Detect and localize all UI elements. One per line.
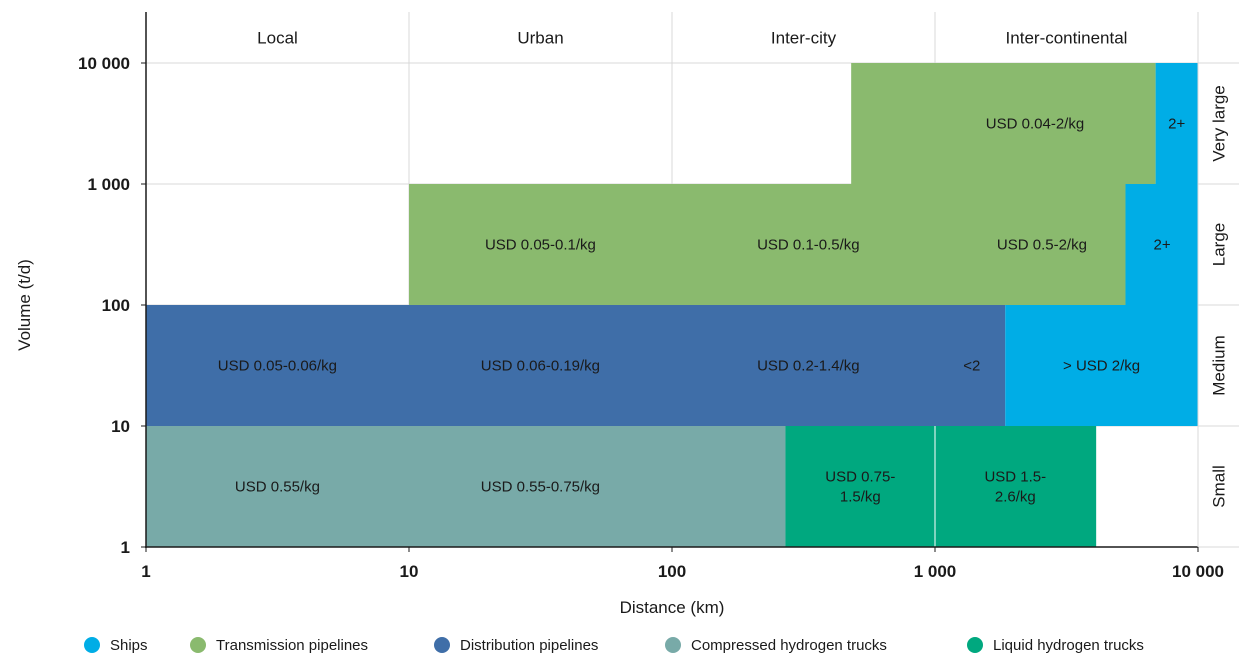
- cell-label: USD 0.55/kg: [235, 479, 320, 496]
- cell-label: > USD 2/kg: [1063, 358, 1140, 375]
- cell-ships: [1125, 184, 1198, 305]
- legend-label: Ships: [110, 637, 148, 653]
- cell-label: USD 0.05-0.1/kg: [485, 237, 596, 254]
- legend-item-compressed-hydrogen-trucks: Compressed hydrogen trucks: [665, 637, 887, 653]
- distance-category-urban: Urban: [517, 29, 563, 48]
- legend-item-ships: Ships: [84, 637, 148, 653]
- cell-label-line: USD 0.55/kg: [235, 479, 320, 496]
- cell-label: <2: [963, 358, 980, 375]
- legend: Ships Transmission pipelines Distribution …: [84, 637, 1144, 653]
- cell-liquid-hydrogen-trucks: [935, 426, 1097, 547]
- cell-label: USD 0.2-1.4/kg: [757, 358, 860, 375]
- cell-ships: [1005, 305, 1198, 426]
- cell-label: USD 0.75- 1.5/kg: [825, 469, 895, 506]
- cell-label-line: USD 0.1-0.5/kg: [757, 237, 860, 254]
- cost-cells: [146, 63, 1198, 547]
- distance-category-local: Local: [257, 29, 298, 48]
- cell-label: USD 0.05-0.06/kg: [218, 358, 337, 375]
- cell-label: 2+: [1153, 237, 1170, 254]
- cell-label-line: USD 0.2-1.4/kg: [757, 358, 860, 375]
- legend-label: Liquid hydrogen trucks: [993, 637, 1144, 653]
- cell-label-line: USD 0.75-: [825, 469, 895, 486]
- cell-label-line: USD 1.5-: [984, 469, 1046, 486]
- legend-item-transmission-pipelines: Transmission pipelines: [190, 637, 368, 653]
- legend-label: Compressed hydrogen trucks: [691, 637, 887, 653]
- legend-item-liquid-hydrogen-trucks: Liquid hydrogen trucks: [967, 637, 1144, 653]
- x-axis-ticks: 1 10 100 1 000 10 000: [141, 547, 1224, 581]
- cell-label: USD 0.06-0.19/kg: [481, 358, 600, 375]
- cell-label-line: USD 0.5-2/kg: [997, 237, 1087, 254]
- volume-category-column: Very large Large Medium Small: [1210, 85, 1229, 508]
- y-tick-label: 100: [102, 296, 130, 315]
- cell-ships: [1155, 63, 1198, 184]
- volume-category-large: Large: [1210, 223, 1229, 266]
- volume-category-small: Small: [1210, 465, 1229, 508]
- distance-category-inter-city: Inter-city: [771, 29, 837, 48]
- cell-label-line: 1.5/kg: [840, 489, 881, 506]
- legend-swatch: [967, 637, 983, 653]
- y-axis-label: Volume (t/d): [15, 259, 34, 351]
- volume-category-very-large: Very large: [1210, 85, 1229, 162]
- legend-item-distribution-pipelines: Distribution pipelines: [434, 637, 598, 653]
- cell-label-line: <2: [963, 358, 980, 375]
- y-tick-label: 1 000: [87, 175, 130, 194]
- cell-label-line: 2.6/kg: [995, 489, 1036, 506]
- x-tick-label: 10: [400, 562, 419, 581]
- cell-label-line: 2+: [1168, 116, 1185, 133]
- cell-labels: USD 0.04-2/kg 2+ USD 0.05-0.1/kg USD 0.1-0.…: [218, 116, 1186, 506]
- y-tick-label: 1: [121, 538, 130, 557]
- cell-label-line: > USD 2/kg: [1063, 358, 1140, 375]
- cell-label-line: USD 0.06-0.19/kg: [481, 358, 600, 375]
- cell-label-line: USD 0.05-0.1/kg: [485, 237, 596, 254]
- volume-category-medium: Medium: [1210, 335, 1229, 395]
- y-tick-label: 10 000: [78, 54, 130, 73]
- x-axis-label: Distance (km): [620, 598, 725, 617]
- cell-liquid-hydrogen-trucks: [785, 426, 935, 547]
- cell-label: 2+: [1168, 116, 1185, 133]
- cell-label: USD 0.04-2/kg: [986, 116, 1084, 133]
- legend-swatch: [190, 637, 206, 653]
- cell-label: USD 1.5- 2.6/kg: [984, 469, 1046, 506]
- cell-label-line: USD 0.05-0.06/kg: [218, 358, 337, 375]
- cell-compressed-hydrogen-trucks: [146, 426, 786, 547]
- cell-label: USD 0.1-0.5/kg: [757, 237, 860, 254]
- x-tick-label: 10 000: [1172, 562, 1224, 581]
- cell-label-line: USD 0.04-2/kg: [986, 116, 1084, 133]
- x-tick-label: 1 000: [914, 562, 957, 581]
- x-tick-label: 100: [658, 562, 686, 581]
- distance-category-inter-continental: Inter-continental: [1006, 29, 1128, 48]
- legend-label: Transmission pipelines: [216, 637, 368, 653]
- cell-transmission-pipelines: [409, 184, 1126, 305]
- legend-swatch: [665, 637, 681, 653]
- cell-distribution-pipelines: [146, 305, 1006, 426]
- y-tick-label: 10: [111, 417, 130, 436]
- cell-label-line: USD 0.55-0.75/kg: [481, 479, 600, 496]
- cell-label: USD 0.5-2/kg: [997, 237, 1087, 254]
- legend-label: Distribution pipelines: [460, 637, 598, 653]
- cell-label-line: 2+: [1153, 237, 1170, 254]
- legend-swatch: [434, 637, 450, 653]
- y-axis-ticks: 1 10 100 1 000 10 000: [78, 54, 146, 557]
- x-tick-label: 1: [141, 562, 150, 581]
- distance-category-header: Local Urban Inter-city Inter-continental: [257, 29, 1127, 48]
- legend-swatch: [84, 637, 100, 653]
- cell-transmission-pipelines: [851, 63, 1156, 184]
- cell-label: USD 0.55-0.75/kg: [481, 479, 600, 496]
